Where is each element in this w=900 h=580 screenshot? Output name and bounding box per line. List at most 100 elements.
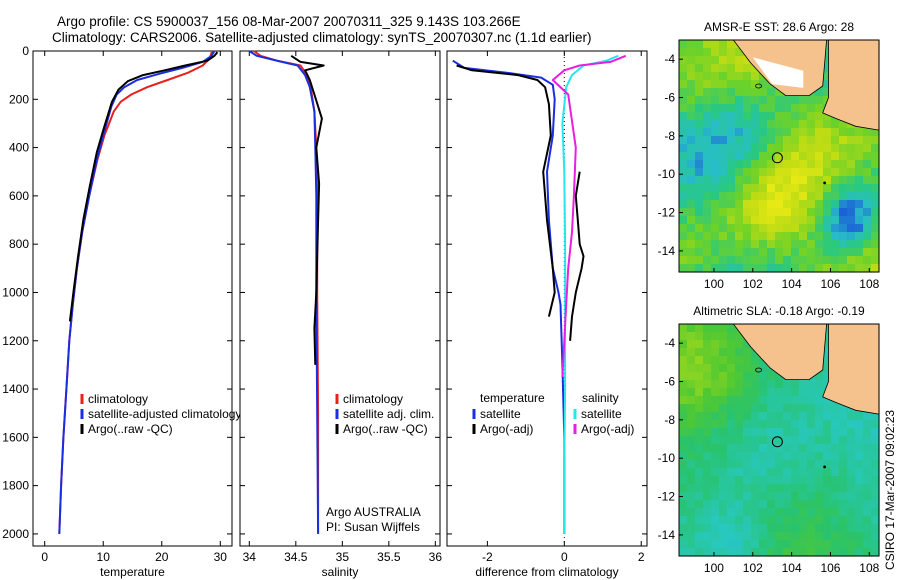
sla-map-cell: [695, 436, 704, 445]
sla-map-cell: [743, 508, 752, 517]
sst-map-cell: [767, 184, 776, 193]
sla-map-cell: [823, 452, 832, 461]
sla-map-cell: [735, 516, 744, 525]
sst-map-cell: [751, 144, 760, 153]
temperature-ytick-label: 400: [9, 141, 29, 155]
sla-map-cell: [815, 444, 824, 453]
sla-map-cell: [871, 516, 880, 525]
sst-map-cell: [743, 224, 752, 233]
sla-map-cell: [855, 460, 864, 469]
sla-map-cell: [703, 460, 712, 469]
sst-map-cell: [735, 120, 744, 129]
sst-map-cell: [743, 192, 752, 201]
sst-map-cell: [703, 96, 712, 105]
sla-map-cell: [695, 500, 704, 509]
sst-map-cell: [703, 88, 712, 97]
sla-map-cell: [719, 492, 728, 501]
sla-map-cell: [839, 444, 848, 453]
sst-map-cell: [719, 224, 728, 233]
sla-map-cell: [687, 468, 696, 477]
sla-map-cell: [751, 396, 760, 405]
sst-map-cell: [783, 208, 792, 217]
sst-map-cell: [775, 256, 784, 265]
sst-map-christmas-island: [823, 181, 827, 185]
sla-map-cell: [799, 532, 808, 541]
sst-map-cell: [743, 128, 752, 137]
sst-map-cell: [759, 200, 768, 209]
sla-map-cell: [687, 340, 696, 349]
sst-map-cell: [783, 104, 792, 113]
sst-map-ytick-label: -14: [658, 244, 676, 258]
sst-map-cell: [871, 184, 880, 193]
sst-map-cell: [775, 128, 784, 137]
sst-map-cell: [783, 192, 792, 201]
temperature-ytick-label: 1400: [2, 382, 29, 396]
sla-map-cell: [831, 524, 840, 533]
sst-map-cell: [735, 160, 744, 169]
sst-map-cell: [831, 224, 840, 233]
sst-map-cell: [679, 184, 688, 193]
sst-map-cell: [703, 248, 712, 257]
sla-map-cell: [871, 532, 880, 541]
sst-map-cell: [839, 136, 848, 145]
sst-map-cell: [751, 264, 760, 273]
sst-map-cell: [839, 152, 848, 161]
sla-map-cell: [743, 548, 752, 557]
sla-map-cell: [791, 396, 800, 405]
sla-map-cell: [735, 476, 744, 485]
sst-map-cell: [695, 192, 704, 201]
sst-map-cell: [727, 136, 736, 145]
sst-map-cell: [839, 256, 848, 265]
sla-map-cell: [719, 364, 728, 373]
salinity-series-argo-raw-qc-: [290, 54, 325, 365]
sla-map-cell: [711, 332, 720, 341]
sla-map-cell: [759, 548, 768, 557]
sst-map-cell: [799, 256, 808, 265]
sla-map-cell: [767, 548, 776, 557]
sla-map-cell: [815, 388, 824, 397]
sst-map-cell: [727, 168, 736, 177]
sla-map-cell: [687, 380, 696, 389]
sla-map-cell: [847, 420, 856, 429]
sla-map-cell: [831, 548, 840, 557]
sla-map-cell: [807, 548, 816, 557]
sla-map-cell: [823, 460, 832, 469]
sla-map-cell: [831, 484, 840, 493]
sst-map-cell: [679, 264, 688, 273]
sla-map-cell: [735, 364, 744, 373]
sst-map-cell: [719, 88, 728, 97]
sst-map-cell: [823, 72, 832, 81]
sla-map-cell: [767, 452, 776, 461]
sla-map-christmas-island: [823, 465, 827, 469]
diff-legend-label: Argo(-adj): [581, 422, 634, 436]
sst-map-cell: [703, 264, 712, 273]
sst-map-cell: [703, 184, 712, 193]
sla-map-cell: [751, 548, 760, 557]
sst-map-cell: [751, 80, 760, 89]
sst-map-cell: [863, 192, 872, 201]
sla-map-xtick-label: 106: [820, 561, 840, 575]
sst-map-cell: [823, 88, 832, 97]
sla-map-cell: [759, 460, 768, 469]
sla-map-cell: [791, 428, 800, 437]
sst-map-cell: [775, 112, 784, 121]
sla-map-cell: [799, 548, 808, 557]
sla-map-cell: [815, 532, 824, 541]
sla-map-cell: [807, 420, 816, 429]
sst-map-cell: [751, 120, 760, 129]
sst-map-cell: [791, 104, 800, 113]
sst-map-cell: [719, 248, 728, 257]
sla-map-cell: [735, 500, 744, 509]
sst-map-cell: [767, 144, 776, 153]
sst-map-cell: [855, 216, 864, 225]
sla-map-cell: [703, 380, 712, 389]
sla-map-cell: [799, 516, 808, 525]
sst-map-cell: [735, 96, 744, 105]
sst-map-cell: [751, 152, 760, 161]
sst-map-cell: [687, 96, 696, 105]
sla-map-cell: [863, 492, 872, 501]
sst-map-cell: [871, 224, 880, 233]
sst-map-cell: [727, 256, 736, 265]
sst-map-cell: [807, 224, 816, 233]
difference-xtick-label: 2: [638, 550, 645, 564]
